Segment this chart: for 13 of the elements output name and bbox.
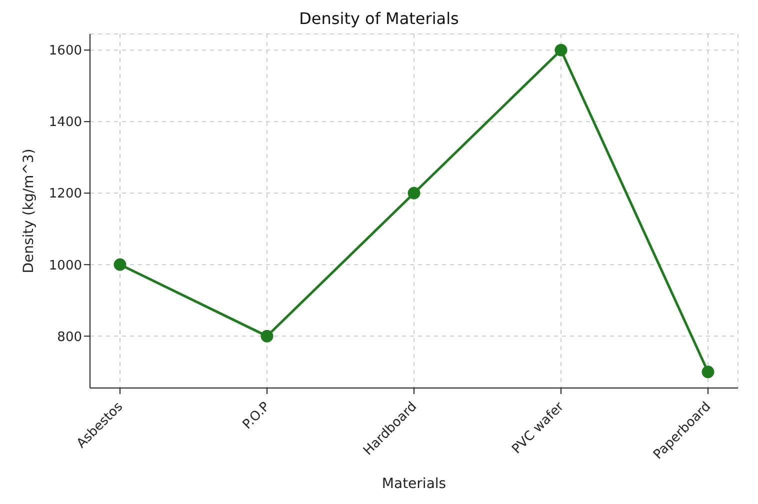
point <box>702 366 714 378</box>
chart-title: Density of Materials <box>298 8 460 30</box>
point <box>554 44 568 56</box>
y-tick-label: 1400 <box>48 115 82 130</box>
point <box>408 186 420 200</box>
y-tick-label: 1000 <box>48 258 82 274</box>
y-tick-label: 800 <box>57 330 82 345</box>
point <box>114 258 126 271</box>
y-tick-label: 1600 <box>48 44 82 59</box>
y-axis-title: Density (kg/m^3) <box>20 148 37 274</box>
y-tick-label: 1200 <box>48 186 82 202</box>
point <box>260 330 274 342</box>
x-axis-title: Materials <box>382 476 446 492</box>
